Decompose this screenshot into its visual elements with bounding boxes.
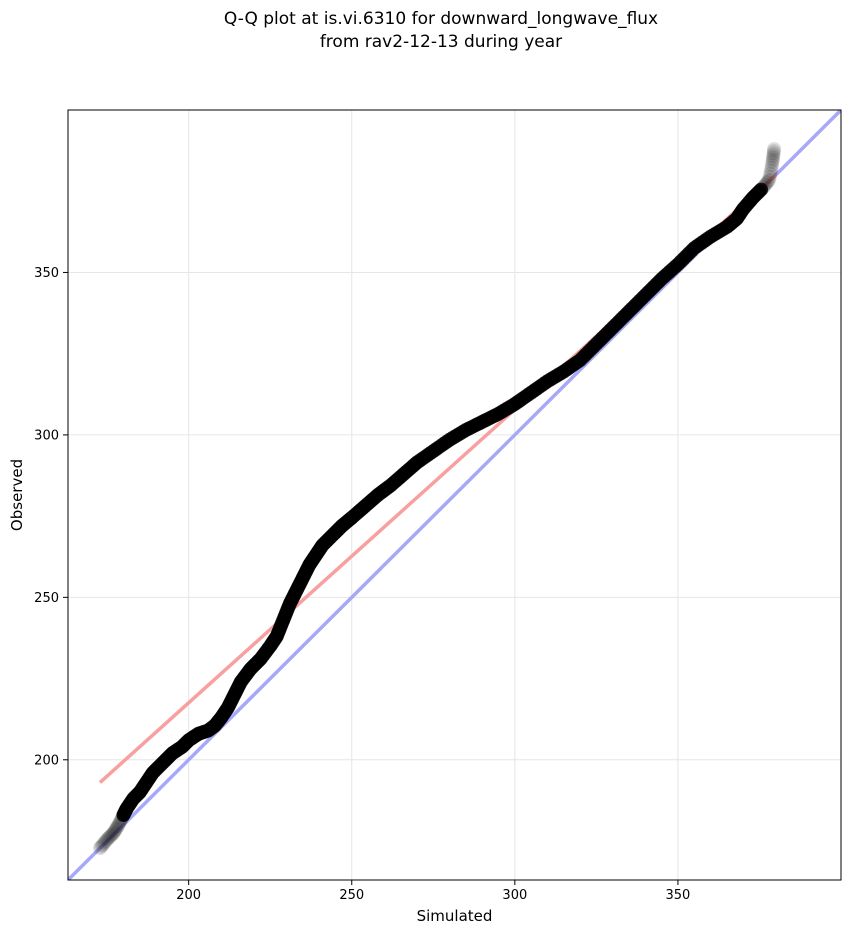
data-point (766, 144, 781, 159)
data-point (105, 826, 120, 841)
y-tick-label: 200 (34, 753, 59, 768)
data-point (760, 175, 775, 190)
data-point (109, 821, 124, 836)
data-point (764, 157, 779, 172)
data-point (763, 163, 778, 178)
data-point (758, 176, 773, 191)
data-point (764, 160, 779, 175)
data-point (766, 146, 781, 161)
data-point (107, 824, 122, 839)
data-point (94, 839, 109, 854)
x-axis-ticks: 200 250 300 350 (176, 880, 690, 903)
y-axis-ticks: 200 250 300 350 (34, 266, 68, 768)
plot-frame (67, 109, 842, 881)
chart-title-line-1: Q-Q plot at is.vi.6310 for downward_long… (223, 9, 659, 29)
data-point (97, 835, 112, 850)
data-point (762, 169, 777, 184)
data-point (767, 141, 782, 156)
data-point (101, 831, 116, 846)
x-tick-label: 300 (502, 888, 527, 903)
data-point (108, 823, 123, 838)
data-point (763, 166, 778, 181)
data-point (755, 180, 770, 195)
data-point (103, 829, 118, 844)
data-point (95, 838, 110, 853)
data-point (765, 152, 780, 167)
data-point (102, 830, 117, 845)
data-point (109, 820, 124, 835)
y-tick-label: 300 (34, 428, 59, 443)
data-point (92, 841, 107, 856)
data-point (110, 819, 125, 834)
data-point (761, 174, 776, 189)
x-tick-label: 350 (666, 888, 691, 903)
data-point (762, 172, 777, 187)
y-tick-label: 250 (34, 591, 59, 606)
data-point (104, 828, 119, 843)
data-point (765, 154, 780, 169)
data-point (756, 179, 771, 194)
data-point (96, 836, 111, 851)
data-point (100, 832, 115, 847)
x-tick-label: 200 (176, 888, 201, 903)
data-point (766, 150, 781, 165)
data-point (757, 178, 772, 193)
data-point (766, 148, 781, 163)
chart-title-line-2: from rav2-12-13 during year (319, 32, 563, 52)
data-point (98, 833, 113, 848)
y-axis-label: Observed (8, 459, 26, 531)
x-axis-label: Simulated (417, 907, 493, 925)
x-tick-label: 250 (339, 888, 364, 903)
data-points (92, 141, 782, 856)
data-point (106, 825, 121, 840)
chart-title: Q-Q plot at is.vi.6310 for downward_long… (0, 8, 851, 54)
data-point (754, 182, 769, 197)
y-tick-label: 350 (34, 266, 59, 281)
